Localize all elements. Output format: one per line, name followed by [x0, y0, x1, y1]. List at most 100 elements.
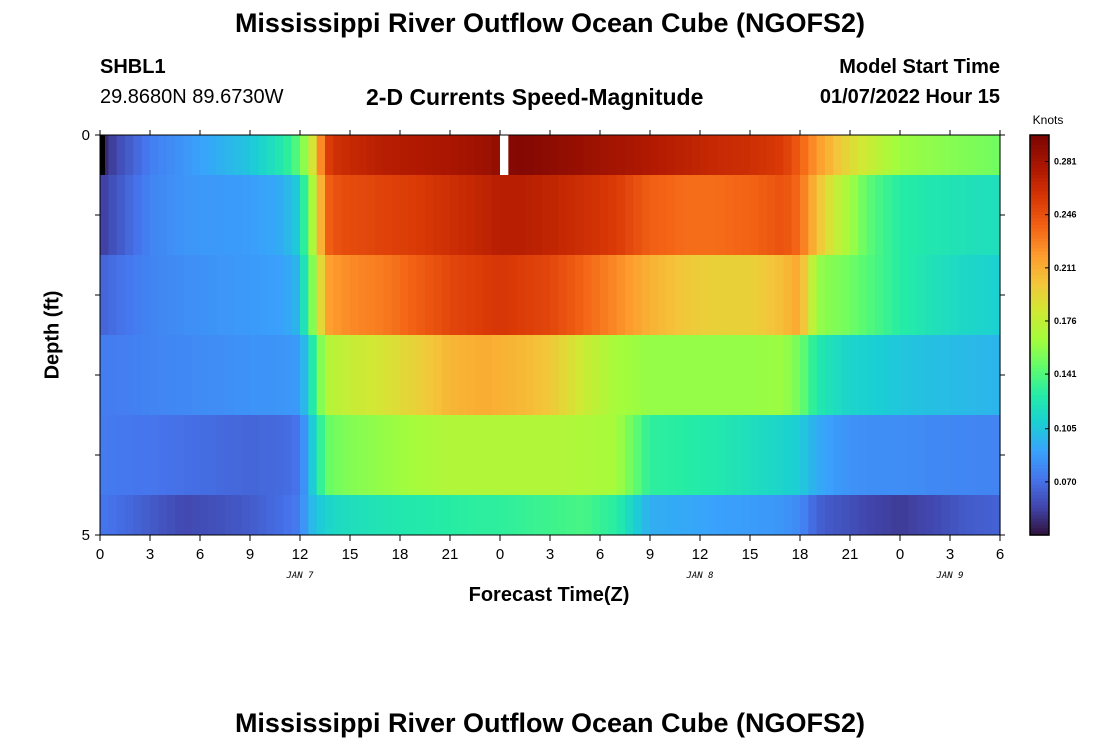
heatmap-cell: [108, 335, 118, 415]
heatmap-cell: [883, 335, 893, 415]
heatmap-cell: [591, 175, 601, 255]
heatmap-cell: [166, 335, 176, 415]
colorbar-segment: [1030, 428, 1049, 433]
heatmap-cell: [316, 335, 326, 415]
heatmap-cell: [825, 255, 834, 335]
heatmap-cell: [975, 495, 984, 535]
heatmap-cell: [466, 335, 476, 415]
heatmap-cell: [166, 255, 176, 335]
heatmap-cell: [533, 135, 543, 175]
heatmap-cell: [950, 335, 959, 415]
heatmap-cell: [875, 175, 884, 255]
heatmap-cell: [700, 255, 709, 335]
heatmap-cell: [291, 175, 301, 255]
heatmap-cell: [608, 255, 618, 335]
heatmap-cell: [966, 175, 976, 255]
heatmap-cell: [708, 175, 718, 255]
heatmap-cell: [200, 135, 209, 175]
heatmap-cell: [158, 175, 168, 255]
x-tick-label: 12: [692, 546, 709, 563]
heatmap-cell: [508, 495, 518, 535]
heatmap-cell: [366, 255, 376, 335]
heatmap-cell: [966, 135, 976, 175]
colorbar-segment: [1030, 528, 1049, 533]
heatmap-cell: [508, 135, 518, 175]
heatmap-cell: [366, 415, 376, 495]
heatmap-cell: [750, 495, 759, 535]
heatmap-cell: [175, 415, 184, 495]
heatmap-cell: [858, 415, 868, 495]
heatmap-cell: [441, 415, 451, 495]
heatmap-cell: [525, 255, 534, 335]
heatmap-cell: [433, 135, 443, 175]
colorbar-segment: [1030, 461, 1049, 466]
heatmap-cell: [866, 175, 876, 255]
heatmap-cell: [666, 495, 676, 535]
heatmap-cell: [225, 135, 234, 175]
heatmap-cell: [633, 255, 643, 335]
date-label: JAN 9: [935, 571, 963, 581]
heatmap-cell: [516, 415, 526, 495]
heatmap-cell: [950, 135, 959, 175]
heatmap-cell: [100, 335, 109, 415]
heatmap-cell: [516, 175, 526, 255]
colorbar-segment: [1030, 441, 1049, 446]
heatmap-cell: [108, 495, 118, 535]
heatmap-cell: [483, 415, 493, 495]
heatmap-cell: [375, 335, 384, 415]
heatmap-cell: [300, 495, 309, 535]
heatmap-cell: [283, 495, 293, 535]
heatmap-cell: [900, 255, 909, 335]
heatmap-cell: [783, 495, 793, 535]
heatmap-cell: [766, 255, 776, 335]
heatmap-cell: [441, 135, 451, 175]
heatmap-cell: [700, 135, 709, 175]
heatmap-cell: [608, 415, 618, 495]
heatmap-cell: [150, 175, 159, 255]
colorbar-segment: [1030, 401, 1049, 406]
colorbar-segment: [1030, 188, 1049, 193]
heatmap-cell: [275, 415, 284, 495]
heatmap-cell: [816, 495, 826, 535]
heatmap-cell: [625, 255, 634, 335]
heatmap-cell: [458, 495, 468, 535]
heatmap-cell: [733, 415, 743, 495]
heatmap-cell: [141, 175, 151, 255]
heatmap-cell: [316, 255, 326, 335]
heatmap-cell: [741, 495, 751, 535]
heatmap-cell: [125, 415, 134, 495]
heatmap-cell: [150, 495, 159, 535]
heatmap-cell: [983, 135, 993, 175]
heatmap-cell: [225, 335, 234, 415]
heatmap-cell: [991, 415, 1001, 495]
colorbar-segment: [1030, 201, 1049, 206]
colorbar-segment: [1030, 288, 1049, 293]
heatmap-cell: [516, 495, 526, 535]
colorbar-segment: [1030, 455, 1049, 459]
colorbar-segment: [1030, 205, 1049, 209]
heatmap-cell: [800, 175, 809, 255]
heatmap-cell: [208, 415, 218, 495]
heatmap-cell: [383, 255, 393, 335]
colorbar-segment: [1030, 135, 1049, 139]
heatmap-cell: [650, 415, 659, 495]
heatmap-cell: [175, 255, 184, 335]
colorbar-segment: [1030, 481, 1049, 486]
heatmap-cell: [966, 495, 976, 535]
heatmap-cell: [725, 135, 734, 175]
heatmap-cell: [975, 175, 984, 255]
heatmap-cell: [783, 415, 793, 495]
heatmap-cell: [891, 175, 901, 255]
heatmap-cell: [183, 495, 193, 535]
heatmap-cell: [133, 255, 143, 335]
heatmap-cell: [808, 415, 818, 495]
heatmap-cell: [916, 175, 926, 255]
colorbar-segment: [1030, 498, 1049, 503]
heatmap-cell: [983, 175, 993, 255]
heatmap-cell: [625, 335, 634, 415]
colorbar-segment: [1030, 281, 1049, 286]
heatmap-cell: [716, 135, 726, 175]
heatmap-cell: [816, 335, 826, 415]
heatmap-cell: [458, 175, 468, 255]
heatmap-cell: [633, 175, 643, 255]
